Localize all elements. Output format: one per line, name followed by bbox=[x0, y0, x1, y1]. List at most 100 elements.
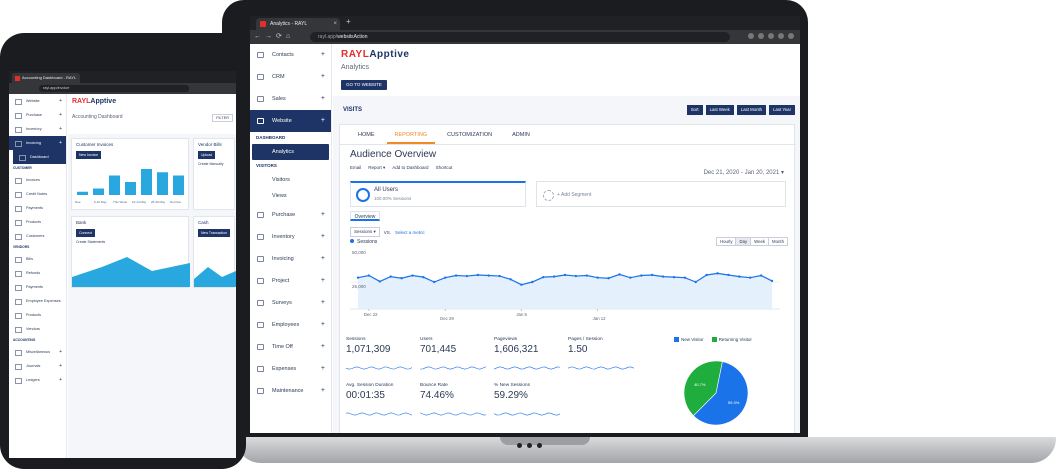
shortcut-action[interactable]: Shortcut bbox=[435, 165, 453, 170]
granularity-month-button[interactable]: Month bbox=[768, 237, 788, 246]
pie-slice-label: 40.7% bbox=[694, 382, 706, 387]
sidebar-item-invoicing[interactable]: Invoicing + bbox=[250, 248, 331, 270]
stat-users: Users 701,445 bbox=[420, 337, 490, 371]
granularity-hourly-button[interactable]: Hourly bbox=[716, 237, 737, 246]
expand-plus-icon[interactable]: + bbox=[320, 211, 325, 218]
tablet-main: RAYLApptive Accounting Dashboard FILTER … bbox=[68, 94, 236, 458]
sidebar-sub-visitors[interactable]: Visitors bbox=[272, 177, 290, 183]
expand-plus-icon[interactable]: + bbox=[320, 117, 325, 124]
tablet-sidebar-item-dashboard[interactable]: Dashboard bbox=[13, 150, 66, 164]
granularity-week-button[interactable]: Week bbox=[750, 237, 770, 246]
tablet-sidebar-item-credit-notes[interactable]: Credit Notes bbox=[9, 187, 66, 201]
tab-customization[interactable]: CUSTOMIZATION bbox=[447, 132, 493, 138]
extension-icons[interactable] bbox=[748, 33, 794, 39]
tablet-sidebar-item-products[interactable]: Products bbox=[9, 215, 66, 229]
sidebar-sub-views[interactable]: Views bbox=[272, 193, 287, 199]
expand-plus-icon[interactable]: + bbox=[59, 112, 62, 118]
stat-value: 1,606,321 bbox=[494, 344, 539, 355]
report-action[interactable]: Report ▾ bbox=[368, 165, 386, 170]
tablet-address-bar[interactable]: rayl.app/invoice bbox=[39, 85, 189, 92]
expand-plus-icon[interactable]: + bbox=[59, 98, 62, 104]
tablet-sidebar-item-website[interactable]: Website + bbox=[9, 94, 66, 108]
expand-plus-icon[interactable]: + bbox=[320, 365, 325, 372]
tablet-brand-logo[interactable]: RAYLApptive bbox=[72, 98, 117, 105]
connect-button[interactable]: Connect bbox=[76, 229, 96, 237]
expand-plus-icon[interactable]: + bbox=[320, 255, 325, 262]
sidebar-item-website[interactable]: Website + bbox=[250, 110, 331, 132]
brand-logo[interactable]: RAYLApptive bbox=[341, 49, 410, 60]
add-segment-button[interactable]: + Add Segment bbox=[536, 181, 786, 207]
sidebar-item-contacts[interactable]: Contacts + bbox=[250, 44, 331, 66]
tablet-sidebar-item-ledgers[interactable]: Ledgers + bbox=[9, 373, 66, 387]
expand-plus-icon[interactable]: + bbox=[320, 299, 325, 306]
upload-button[interactable]: Upload bbox=[198, 151, 216, 159]
range-sort-button[interactable]: Sort bbox=[686, 105, 703, 115]
sidebar-item-purchase[interactable]: Purchase + bbox=[250, 204, 331, 226]
browser-tab[interactable]: Analytics - RAYL × bbox=[256, 18, 340, 30]
sidebar-item-employees[interactable]: Employees + bbox=[250, 314, 331, 336]
email-action[interactable]: Email bbox=[350, 165, 362, 170]
overview-tab[interactable]: Overview bbox=[350, 211, 380, 221]
expand-plus-icon[interactable]: + bbox=[320, 321, 325, 328]
tablet-sidebar-item-journals[interactable]: Journals + bbox=[9, 359, 66, 373]
new-transaction-button[interactable]: New Transaction bbox=[198, 229, 231, 237]
sidebar-item-crm[interactable]: CRM + bbox=[250, 66, 331, 88]
sidebar-item-time-off[interactable]: Time Off + bbox=[250, 336, 331, 358]
tablet-sidebar-item-refunds[interactable]: Refunds bbox=[9, 266, 66, 280]
tablet-sidebar-item-purchase[interactable]: Purchase + bbox=[9, 108, 66, 122]
go-to-website-button[interactable]: GO TO WEBSITE bbox=[341, 80, 387, 90]
expand-plus-icon[interactable]: + bbox=[320, 73, 325, 80]
expand-plus-icon[interactable]: + bbox=[59, 349, 62, 355]
tablet-sidebar-item-products[interactable]: Products bbox=[9, 308, 66, 322]
segment-all-users[interactable]: All Users 100.00% Sessions bbox=[350, 181, 526, 207]
sidebar-item-sales[interactable]: Sales + bbox=[250, 88, 331, 110]
metric-select[interactable]: Sessions ▾ bbox=[350, 227, 380, 237]
sidebar-item-project[interactable]: Project + bbox=[250, 270, 331, 292]
sidebar-sub-analytics[interactable]: Analytics bbox=[252, 144, 329, 160]
expand-plus-icon[interactable]: + bbox=[59, 363, 62, 369]
expand-plus-icon[interactable]: + bbox=[320, 233, 325, 240]
sidebar-item-maintenance[interactable]: Maintenance + bbox=[250, 380, 331, 402]
tab-admin[interactable]: ADMIN bbox=[512, 132, 530, 138]
expand-plus-icon[interactable]: + bbox=[320, 95, 325, 102]
sidebar-item-expenses[interactable]: Expenses + bbox=[250, 358, 331, 380]
tab-reporting[interactable]: REPORTING bbox=[386, 125, 436, 144]
range-last-year-button[interactable]: Last Year bbox=[769, 105, 795, 115]
tablet-sidebar-item-payments[interactable]: Payments bbox=[9, 201, 66, 215]
close-tab-icon[interactable]: × bbox=[333, 21, 337, 27]
address-bar[interactable]: rayl.app/websitεAction bbox=[310, 32, 730, 42]
tablet-sidebar-item-vendors[interactable]: Vendors bbox=[9, 322, 66, 336]
browser-nav-icons[interactable]: ←→⟳⌂ bbox=[254, 33, 295, 40]
create-statements-link[interactable]: Create Statements bbox=[76, 240, 106, 244]
tablet-sidebar-item-payments[interactable]: Payments bbox=[9, 280, 66, 294]
tablet-browser-tab[interactable]: Accounting Dashboard - RAYL bbox=[12, 73, 80, 83]
new-tab-icon[interactable]: + bbox=[346, 17, 351, 26]
sidebar-item-inventory[interactable]: Inventory + bbox=[250, 226, 331, 248]
date-range-picker[interactable]: Dec 21, 2020 - Jan 20, 2021 ▾ bbox=[703, 170, 784, 176]
segment-circle-icon bbox=[356, 188, 370, 202]
tablet-sidebar-item-invoicing[interactable]: Invoicing + bbox=[9, 136, 66, 150]
granularity-day-button[interactable]: Day bbox=[735, 237, 752, 246]
sidebar-item-surveys[interactable]: Surveys + bbox=[250, 292, 331, 314]
expand-plus-icon[interactable]: + bbox=[320, 387, 325, 394]
range-last-week-button[interactable]: Last Week bbox=[705, 105, 734, 115]
expand-plus-icon[interactable]: + bbox=[59, 126, 62, 132]
filter-button[interactable]: FILTER bbox=[212, 114, 233, 122]
tablet-sidebar-item-customers[interactable]: Customers bbox=[9, 229, 66, 243]
new-invoice-button[interactable]: New Invoice bbox=[76, 151, 102, 159]
expand-plus-icon[interactable]: + bbox=[320, 277, 325, 284]
select-metric-link[interactable]: Select a metric bbox=[395, 229, 425, 235]
tablet-sidebar-item-inventory[interactable]: Inventory + bbox=[9, 122, 66, 136]
expand-plus-icon[interactable]: + bbox=[59, 140, 62, 146]
create-manually-link[interactable]: Create Manually bbox=[198, 162, 224, 166]
tablet-sidebar-item-invoices[interactable]: Invoices bbox=[9, 173, 66, 187]
tablet-sidebar-item-employee-expenses[interactable]: Employee Expenses bbox=[9, 294, 66, 308]
range-last-month-button[interactable]: Last Month bbox=[736, 105, 767, 115]
expand-plus-icon[interactable]: + bbox=[320, 51, 325, 58]
expand-plus-icon[interactable]: + bbox=[59, 377, 62, 383]
tab-home[interactable]: HOME bbox=[358, 132, 375, 138]
add-to-dashboard-action[interactable]: Add to Dashboard bbox=[392, 165, 429, 170]
tablet-sidebar-item-miscellaneous[interactable]: Miscellaneous + bbox=[9, 345, 66, 359]
expand-plus-icon[interactable]: + bbox=[320, 343, 325, 350]
tablet-sidebar-item-bills[interactable]: Bills bbox=[9, 252, 66, 266]
